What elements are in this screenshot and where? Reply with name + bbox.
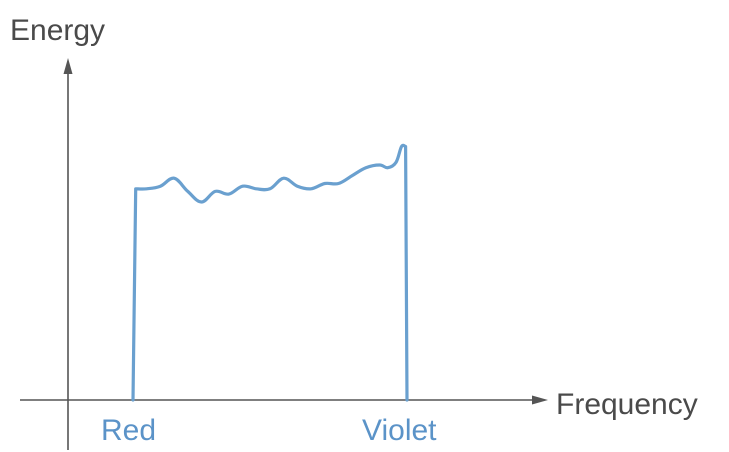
x-tick-label-red: Red — [101, 414, 156, 447]
x-axis-arrow-icon — [532, 395, 548, 405]
x-tick-label-violet: Violet — [362, 414, 437, 447]
y-axis-arrow-icon — [63, 58, 73, 74]
spectrum-series-line — [131, 143, 409, 402]
y-axis-title: Energy — [10, 14, 105, 47]
x-axis-title: Frequency — [556, 388, 698, 421]
